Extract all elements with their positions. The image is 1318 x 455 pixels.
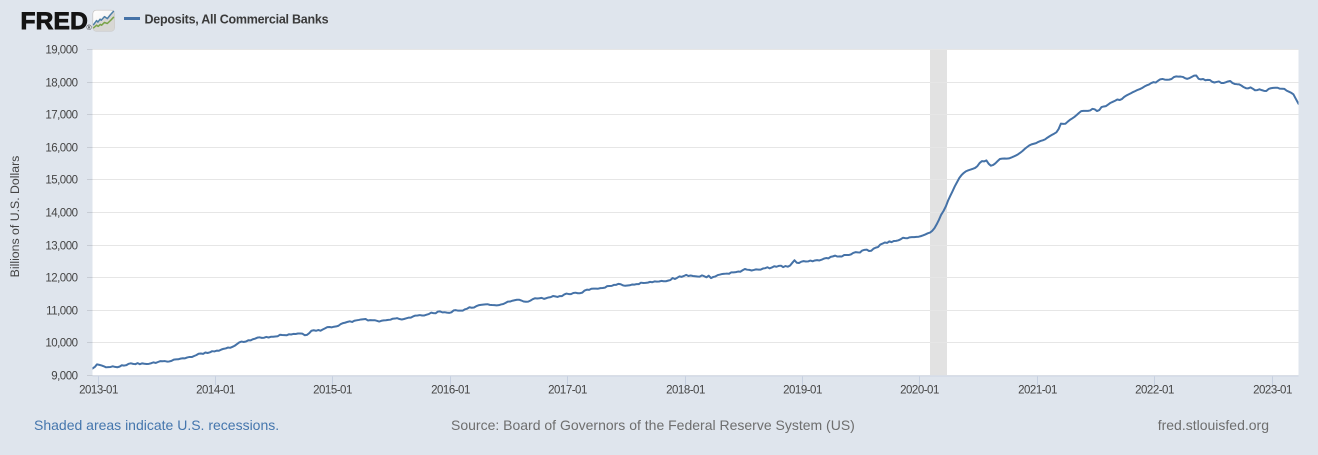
svg-text:2015-01: 2015-01 [313,385,352,397]
svg-text:2021-01: 2021-01 [1018,385,1057,397]
svg-text:12,000: 12,000 [45,273,77,285]
svg-text:2022-01: 2022-01 [1135,385,1174,397]
svg-text:14,000: 14,000 [45,208,77,220]
svg-text:2023-01: 2023-01 [1253,385,1292,397]
svg-text:2013-01: 2013-01 [79,385,118,397]
svg-text:13,000: 13,000 [45,241,77,253]
svg-text:9,000: 9,000 [51,371,77,383]
svg-text:19,000: 19,000 [45,45,77,57]
svg-text:2018-01: 2018-01 [666,385,705,397]
svg-text:15,000: 15,000 [45,175,77,187]
svg-text:Deposits, All Commercial Banks: Deposits, All Commercial Banks [145,12,329,26]
svg-text:2020-01: 2020-01 [900,385,939,397]
svg-text:Billions of U.S. Dollars: Billions of U.S. Dollars [8,156,22,278]
svg-text:Source: Board of Governors of: Source: Board of Governors of the Federa… [451,417,855,433]
svg-text:10,000: 10,000 [45,338,77,350]
svg-text:fred.stlouisfed.org: fred.stlouisfed.org [1158,417,1269,433]
svg-text:FRED: FRED [21,8,89,35]
svg-text:Shaded areas indicate U.S. rec: Shaded areas indicate U.S. recessions. [34,417,279,433]
svg-text:2017-01: 2017-01 [548,385,587,397]
svg-text:18,000: 18,000 [45,78,77,90]
svg-text:2019-01: 2019-01 [783,385,822,397]
svg-text:16,000: 16,000 [45,143,77,155]
svg-text:11,000: 11,000 [46,306,77,318]
svg-text:®: ® [87,24,93,32]
svg-text:2014-01: 2014-01 [196,385,235,397]
svg-text:2016-01: 2016-01 [431,385,470,397]
svg-text:17,000: 17,000 [45,110,77,122]
